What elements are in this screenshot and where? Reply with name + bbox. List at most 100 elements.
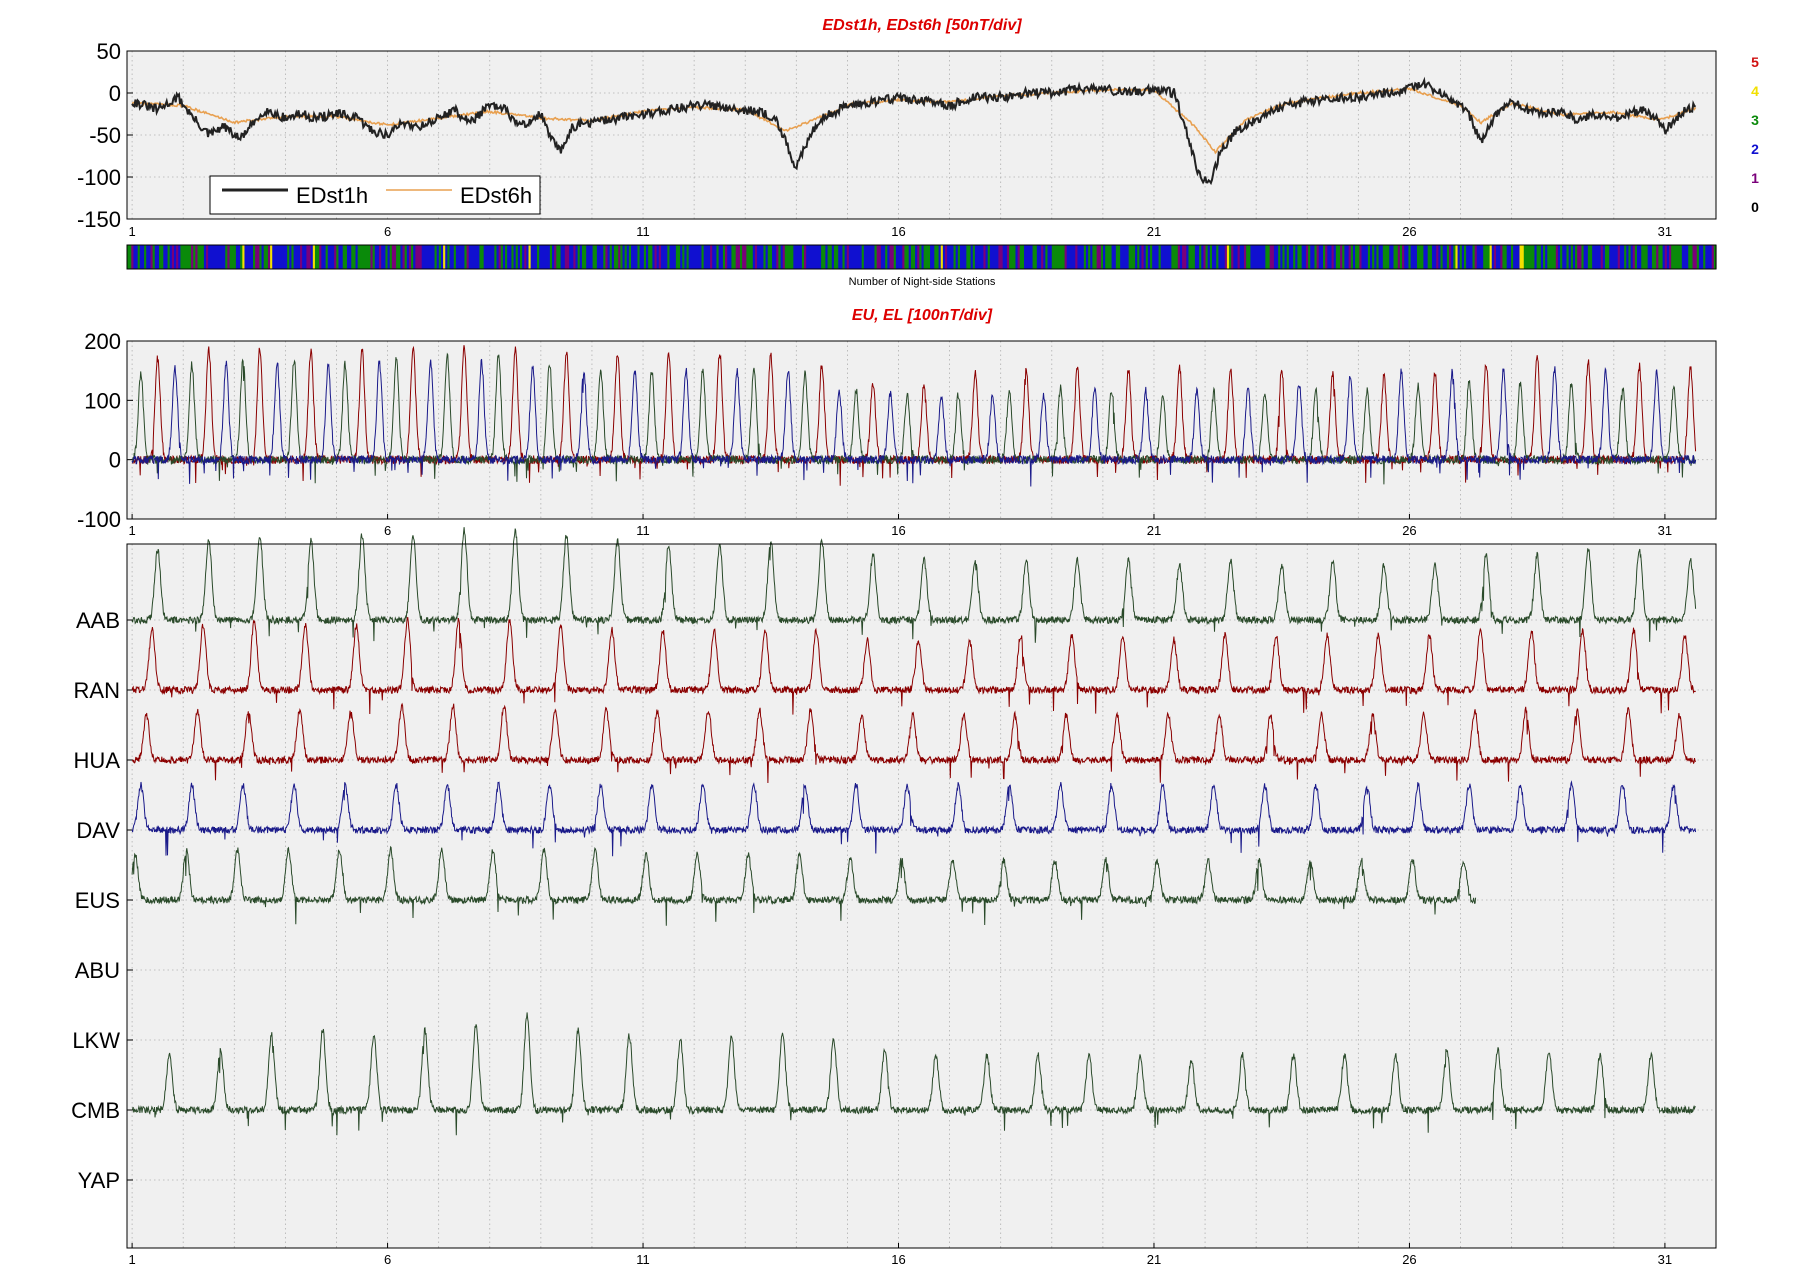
nightside-segment <box>1094 245 1098 269</box>
nightside-segment <box>1303 245 1307 269</box>
y-tick-label: 0 <box>109 448 121 473</box>
nightside-segment <box>374 245 378 269</box>
nightside-segment <box>485 245 489 269</box>
nightside-segment <box>1222 245 1226 269</box>
nightside-segment <box>186 245 190 269</box>
nightside-segment <box>705 245 709 269</box>
nightside-segment <box>229 245 233 269</box>
station-label-aab: AAB <box>76 608 120 633</box>
nightside-segment <box>1252 245 1256 269</box>
nightside-segment <box>214 245 218 269</box>
nightside-segment <box>891 245 895 269</box>
stations-vgrid <box>131 544 1666 1248</box>
nightside-segment <box>1186 245 1190 269</box>
nightside-segment <box>910 245 914 269</box>
nightside-segment <box>364 245 367 269</box>
nightside-segment <box>844 245 848 269</box>
nightside-segment <box>1139 245 1143 269</box>
nightside-segment <box>1376 245 1380 269</box>
nightside-segment <box>1641 245 1644 269</box>
nightside-segment <box>1611 245 1615 269</box>
nightside-segment <box>1557 245 1561 269</box>
nightside-segment <box>836 245 839 269</box>
nightside-segment <box>1551 245 1555 269</box>
nightside-segment <box>1246 245 1249 269</box>
nightside-segment <box>1194 245 1198 269</box>
nightside-segment <box>146 245 149 269</box>
nightside-segment <box>970 245 974 269</box>
nightside-segment <box>772 245 775 269</box>
station-trace-hua <box>132 702 1697 784</box>
nightside-segment <box>490 245 493 269</box>
nightside-segment <box>1273 245 1277 269</box>
nightside-segment <box>282 245 286 269</box>
nightside-segment <box>1701 245 1704 269</box>
nightside-segment <box>225 245 228 269</box>
nightside-segment <box>1549 245 1553 269</box>
nightside-segment <box>742 245 745 269</box>
y-tick-label: 100 <box>84 388 121 413</box>
nightside-segment <box>611 245 615 269</box>
nightside-segment <box>1220 245 1224 269</box>
nightside-segment <box>735 245 739 269</box>
nightside-segment <box>1380 245 1384 269</box>
nightside-segment <box>624 245 628 269</box>
nightside-segment <box>1355 245 1358 269</box>
nightside-segment <box>1395 245 1399 269</box>
nightside-segment <box>697 245 700 269</box>
nightside-segment <box>1130 245 1134 269</box>
nightside-segment <box>1596 245 1600 269</box>
nightside-segment <box>1301 245 1305 269</box>
nightside-segment <box>1560 245 1563 269</box>
nightside-segment <box>1226 245 1230 269</box>
nightside-segment <box>1713 245 1717 269</box>
nightside-segment <box>255 245 258 269</box>
nightside-segment <box>1090 245 1093 269</box>
nightside-segment <box>878 245 882 269</box>
series-edst1h <box>131 76 1697 186</box>
nightside-segment <box>250 245 254 269</box>
nightside-segment <box>1709 245 1713 269</box>
nightside-segment <box>1517 245 1521 269</box>
nightside-segment <box>263 245 267 269</box>
nightside-segment <box>171 245 175 269</box>
nightside-segment <box>1513 245 1516 269</box>
nightside-segment <box>769 245 773 269</box>
edst-legend: EDst1h EDst6h <box>209 175 541 215</box>
nightside-segment <box>1446 245 1450 269</box>
nightside-segment <box>1485 245 1489 269</box>
nightside-segment <box>1587 245 1591 269</box>
nightside-segment <box>818 245 822 269</box>
nightside-segment <box>163 245 167 269</box>
nightside-segment <box>1617 245 1621 269</box>
edst-panel-border <box>126 50 1717 220</box>
y-tick-label: -50 <box>89 123 121 148</box>
nightside-segment <box>1323 245 1326 269</box>
nightside-segment <box>220 245 224 269</box>
eu-el-series-2 <box>131 358 1697 487</box>
y-tick-label: 50 <box>97 39 121 64</box>
nightside-segment <box>1666 245 1670 269</box>
nightside-segment <box>430 245 434 269</box>
nightside-segment <box>688 245 692 269</box>
nightside-segment <box>949 245 952 269</box>
nightside-segment <box>1361 245 1365 269</box>
nightside-segment <box>588 245 592 269</box>
nightside-segment <box>1318 245 1322 269</box>
nightside-segment <box>633 245 636 269</box>
nightside-segment <box>1352 245 1356 269</box>
nightside-segment <box>917 245 920 269</box>
nightside-segment <box>566 245 570 269</box>
nightside-segment <box>308 245 312 269</box>
nightside-segment <box>1028 245 1032 269</box>
nightside-segment <box>1489 245 1493 269</box>
nightside-segment <box>648 245 651 269</box>
nightside-segment <box>1686 245 1689 269</box>
y-tick-label: -100 <box>77 507 121 532</box>
nightside-segment <box>304 245 308 269</box>
nightside-segment <box>934 245 938 269</box>
nightside-segment <box>804 245 807 269</box>
nightside-segment <box>498 245 502 269</box>
nightside-segment <box>1664 245 1668 269</box>
nightside-segment <box>139 245 143 269</box>
